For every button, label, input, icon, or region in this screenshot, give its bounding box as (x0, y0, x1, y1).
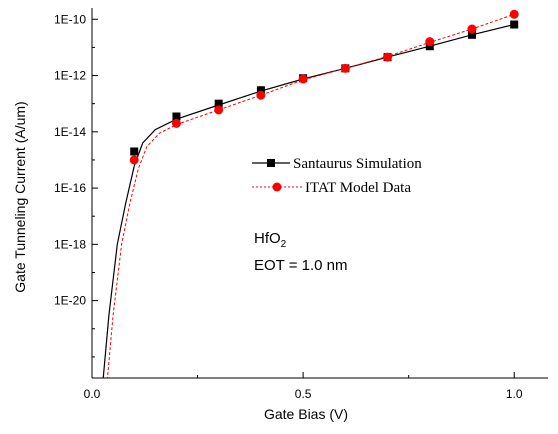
series-line-itat (106, 13, 515, 378)
data-point-itat (298, 74, 308, 84)
legend-label-itat: ITAT Model Data (305, 180, 411, 196)
x-tick-label: 0.5 (295, 387, 312, 401)
data-point-santaurus (468, 30, 476, 39)
legend-label-santaurus: Santaurus Simulation (293, 156, 422, 172)
data-point-itat (256, 90, 266, 100)
data-point-santaurus (214, 99, 223, 108)
data-point-santaurus (172, 112, 181, 121)
x-tick-label: 1.0 (506, 387, 523, 401)
annotation-material: HfO2 (254, 230, 287, 250)
data-point-itat (383, 52, 393, 62)
x-tick-label: 0.0 (84, 387, 101, 401)
data-point-itat (129, 155, 139, 165)
series-line-santaurus (102, 23, 515, 378)
data-point-itat (467, 24, 477, 34)
x-axis-title: Gate Bias (V) (264, 406, 348, 422)
plot-area (102, 9, 519, 378)
data-point-santaurus (510, 20, 519, 29)
y-tick-label: 1E-10 (54, 12, 86, 26)
annotation-eot: EOT = 1.0 nm (254, 257, 348, 274)
y-tick-label: 1E-20 (54, 294, 86, 308)
data-point-itat (425, 37, 435, 47)
data-point-itat (509, 9, 519, 19)
annotation-material-main: HfO (254, 230, 281, 247)
data-point-itat (214, 105, 224, 115)
data-point-itat (340, 63, 350, 73)
legend-marker-santaurus (267, 159, 275, 167)
series-group (102, 9, 519, 378)
axes: 1E-10 1E-12 1E-14 1E-16 1E-18 1E-20 0.0 0.5 1.0 (54, 8, 548, 401)
data-point-santaurus (130, 147, 139, 156)
y-tick-label: 1E-16 (54, 181, 86, 195)
data-point-santaurus (425, 42, 434, 51)
annotation-material-subscript: 2 (281, 239, 287, 250)
y-tick-label: 1E-14 (54, 125, 86, 139)
legend-marker-itat (272, 182, 282, 192)
annotation: HfO2 EOT = 1.0 nm (254, 230, 348, 274)
y-axis-title: Gate Tunneling Current (A/um) (12, 101, 28, 292)
y-tick-label: 1E-12 (54, 69, 86, 83)
y-tick-label: 1E-18 (54, 237, 86, 251)
data-point-santaurus (256, 86, 265, 95)
legend: Santaurus Simulation ITAT Model Data (252, 156, 422, 196)
data-point-itat (171, 118, 181, 128)
